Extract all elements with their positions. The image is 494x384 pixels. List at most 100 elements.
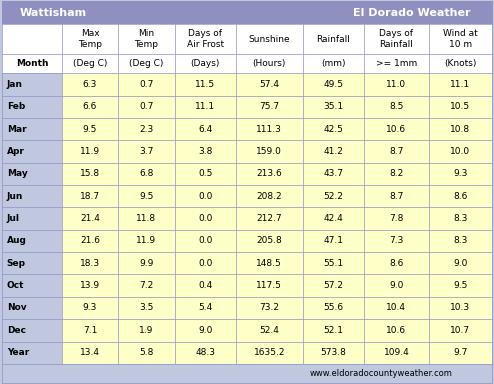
Text: 7.1: 7.1	[83, 326, 97, 335]
Text: 6.4: 6.4	[198, 125, 212, 134]
Text: 7.8: 7.8	[389, 214, 404, 223]
Text: 6.8: 6.8	[139, 169, 154, 179]
Text: 41.2: 41.2	[324, 147, 343, 156]
Text: 13.4: 13.4	[80, 348, 100, 357]
Text: 9.0: 9.0	[453, 259, 468, 268]
Text: 55.1: 55.1	[323, 259, 343, 268]
Text: 0.0: 0.0	[198, 214, 212, 223]
Text: (Days): (Days)	[191, 59, 220, 68]
Text: 10.6: 10.6	[386, 326, 407, 335]
Text: >= 1mm: >= 1mm	[376, 59, 417, 68]
Text: 48.3: 48.3	[195, 348, 215, 357]
Text: 73.2: 73.2	[259, 303, 279, 313]
Text: 0.0: 0.0	[198, 259, 212, 268]
Text: Max
Temp: Max Temp	[78, 30, 102, 49]
Text: 10.8: 10.8	[451, 125, 471, 134]
Text: 8.5: 8.5	[389, 103, 404, 111]
Text: 7.2: 7.2	[139, 281, 154, 290]
Text: 11.9: 11.9	[136, 237, 157, 245]
Text: Dec: Dec	[7, 326, 26, 335]
Text: Days of
Air Frost: Days of Air Frost	[187, 30, 224, 49]
Text: 13.9: 13.9	[80, 281, 100, 290]
Text: 52.1: 52.1	[324, 326, 343, 335]
Text: Sep: Sep	[7, 259, 26, 268]
Text: 0.0: 0.0	[198, 237, 212, 245]
Text: Min
Temp: Min Temp	[134, 30, 159, 49]
Text: 18.7: 18.7	[80, 192, 100, 201]
Text: 15.8: 15.8	[80, 169, 100, 179]
Text: (mm): (mm)	[321, 59, 346, 68]
Text: 5.4: 5.4	[198, 303, 212, 313]
Text: 6.3: 6.3	[83, 80, 97, 89]
Text: 111.3: 111.3	[256, 125, 282, 134]
Text: 47.1: 47.1	[324, 237, 343, 245]
Text: Mar: Mar	[7, 125, 26, 134]
Text: Year: Year	[7, 348, 29, 357]
Text: 8.7: 8.7	[389, 147, 404, 156]
Text: 10.6: 10.6	[386, 125, 407, 134]
Text: 43.7: 43.7	[324, 169, 343, 179]
Text: 0.4: 0.4	[198, 281, 212, 290]
Text: 52.4: 52.4	[259, 326, 279, 335]
Text: 49.5: 49.5	[324, 80, 343, 89]
Text: (Knots): (Knots)	[444, 59, 477, 68]
Text: 9.0: 9.0	[198, 326, 212, 335]
Text: 9.3: 9.3	[83, 303, 97, 313]
Text: Aug: Aug	[7, 237, 27, 245]
Text: El Dorado Weather: El Dorado Weather	[353, 8, 470, 18]
Text: 10.4: 10.4	[386, 303, 407, 313]
Text: 2.3: 2.3	[139, 125, 154, 134]
Text: 8.6: 8.6	[453, 192, 468, 201]
Text: Rainfall: Rainfall	[317, 35, 350, 44]
Text: 1.9: 1.9	[139, 326, 154, 335]
Text: (Deg C): (Deg C)	[73, 59, 107, 68]
Text: 213.6: 213.6	[256, 169, 282, 179]
Text: 117.5: 117.5	[256, 281, 282, 290]
Text: 9.7: 9.7	[453, 348, 468, 357]
Text: Jan: Jan	[7, 80, 23, 89]
Text: 9.3: 9.3	[453, 169, 468, 179]
Text: 0.0: 0.0	[198, 192, 212, 201]
Text: Sunshine: Sunshine	[248, 35, 290, 44]
Text: 3.7: 3.7	[139, 147, 154, 156]
Text: Apr: Apr	[7, 147, 25, 156]
Text: Jun: Jun	[7, 192, 23, 201]
Text: (Deg C): (Deg C)	[129, 59, 164, 68]
Text: 9.5: 9.5	[453, 281, 468, 290]
Text: 212.7: 212.7	[256, 214, 282, 223]
Text: Jul: Jul	[7, 214, 20, 223]
Text: 8.3: 8.3	[453, 214, 468, 223]
Text: Month: Month	[16, 59, 48, 68]
Text: www.eldoradocountyweather.com: www.eldoradocountyweather.com	[310, 369, 453, 378]
Text: 11.5: 11.5	[195, 80, 215, 89]
Text: 18.3: 18.3	[80, 259, 100, 268]
Text: 9.9: 9.9	[139, 259, 154, 268]
Text: 11.1: 11.1	[195, 103, 215, 111]
Text: 0.5: 0.5	[198, 169, 212, 179]
Text: 0.7: 0.7	[139, 80, 154, 89]
Text: 9.0: 9.0	[389, 281, 404, 290]
Text: 75.7: 75.7	[259, 103, 279, 111]
Text: May: May	[7, 169, 28, 179]
Text: Nov: Nov	[7, 303, 26, 313]
Text: 208.2: 208.2	[256, 192, 282, 201]
Text: 11.0: 11.0	[386, 80, 407, 89]
Text: 148.5: 148.5	[256, 259, 282, 268]
Text: 11.8: 11.8	[136, 214, 157, 223]
Text: 9.5: 9.5	[83, 125, 97, 134]
Text: 10.3: 10.3	[451, 303, 471, 313]
Text: Feb: Feb	[7, 103, 25, 111]
Text: 10.5: 10.5	[451, 103, 471, 111]
Text: 42.4: 42.4	[324, 214, 343, 223]
Text: 8.3: 8.3	[453, 237, 468, 245]
Text: 10.7: 10.7	[451, 326, 471, 335]
Text: 10.0: 10.0	[451, 147, 471, 156]
Text: 159.0: 159.0	[256, 147, 282, 156]
Text: Oct: Oct	[7, 281, 24, 290]
Text: 3.8: 3.8	[198, 147, 212, 156]
Text: 21.4: 21.4	[80, 214, 100, 223]
Text: (Hours): (Hours)	[252, 59, 286, 68]
Text: 8.6: 8.6	[389, 259, 404, 268]
Text: 6.6: 6.6	[83, 103, 97, 111]
Text: 52.2: 52.2	[324, 192, 343, 201]
